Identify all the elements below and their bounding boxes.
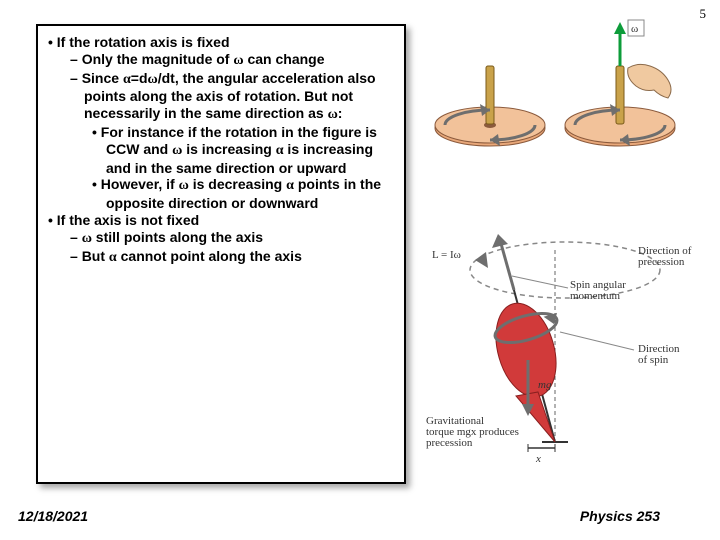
omega-symbol: ω: [328, 107, 338, 122]
txt: If the axis is not fixed: [57, 212, 199, 228]
footer-course: Physics 253: [580, 508, 660, 524]
txt: If the rotation axis is fixed: [57, 34, 230, 50]
footer-date: 12/18/2021: [18, 508, 88, 524]
bullet-l0: • If the rotation axis is fixed: [48, 34, 394, 51]
txt: However, if: [101, 176, 179, 192]
omega-label: ω: [631, 23, 638, 35]
txt: =d: [131, 70, 148, 86]
omega-symbol: ω: [179, 178, 189, 193]
txt: Since: [82, 70, 123, 86]
alpha-symbol: α: [286, 178, 294, 193]
content-frame: • If the rotation axis is fixed – Only t…: [36, 24, 406, 484]
alpha-symbol: α: [123, 72, 131, 87]
bullet-l1: – ω still points along the axis: [70, 229, 394, 248]
label-L: L = Iω: [432, 249, 461, 261]
omega-symbol: ω: [82, 231, 92, 246]
label-torque: Gravitationaltorque mgx producesprecessi…: [426, 415, 519, 449]
figure-discs: ω: [420, 18, 700, 178]
label-dir-prec: Direction ofprecession: [638, 245, 692, 268]
label-mg: mg: [538, 379, 552, 391]
txt: Only the magnitude of: [82, 51, 234, 67]
alpha-symbol: α: [276, 143, 284, 158]
txt: still points along the axis: [92, 229, 263, 245]
txt: can change: [244, 51, 325, 67]
figure-top: L = Iω Spin angularmomentum Direction of…: [420, 210, 700, 470]
omega-symbol: ω: [148, 72, 158, 87]
bullet-l1: – But α cannot point along the axis: [70, 248, 394, 267]
bullet-l0: • If the axis is not fixed: [48, 212, 394, 229]
omega-symbol: ω: [233, 53, 243, 68]
bullet-l2: • For instance if the rotation in the fi…: [92, 124, 394, 176]
txt: But: [82, 248, 109, 264]
txt: is increasing: [182, 141, 275, 157]
label-spin-ang: Spin angularmomentum: [570, 279, 626, 302]
page-number: 5: [700, 6, 707, 22]
label-x: x: [535, 453, 541, 465]
omega-symbol: ω: [172, 143, 182, 158]
txt: is decreasing: [189, 176, 286, 192]
txt: cannot point along the axis: [117, 248, 302, 264]
txt: :: [338, 105, 343, 121]
bullet-l1: – Only the magnitude of ω can change: [70, 51, 394, 70]
alpha-symbol: α: [109, 250, 117, 265]
bullet-l2: • However, if ω is decreasing α points i…: [92, 176, 394, 212]
label-dir-spin: Directionof spin: [638, 343, 680, 366]
bullet-l1: – Since α=dω/dt, the angular acceleratio…: [70, 70, 394, 124]
